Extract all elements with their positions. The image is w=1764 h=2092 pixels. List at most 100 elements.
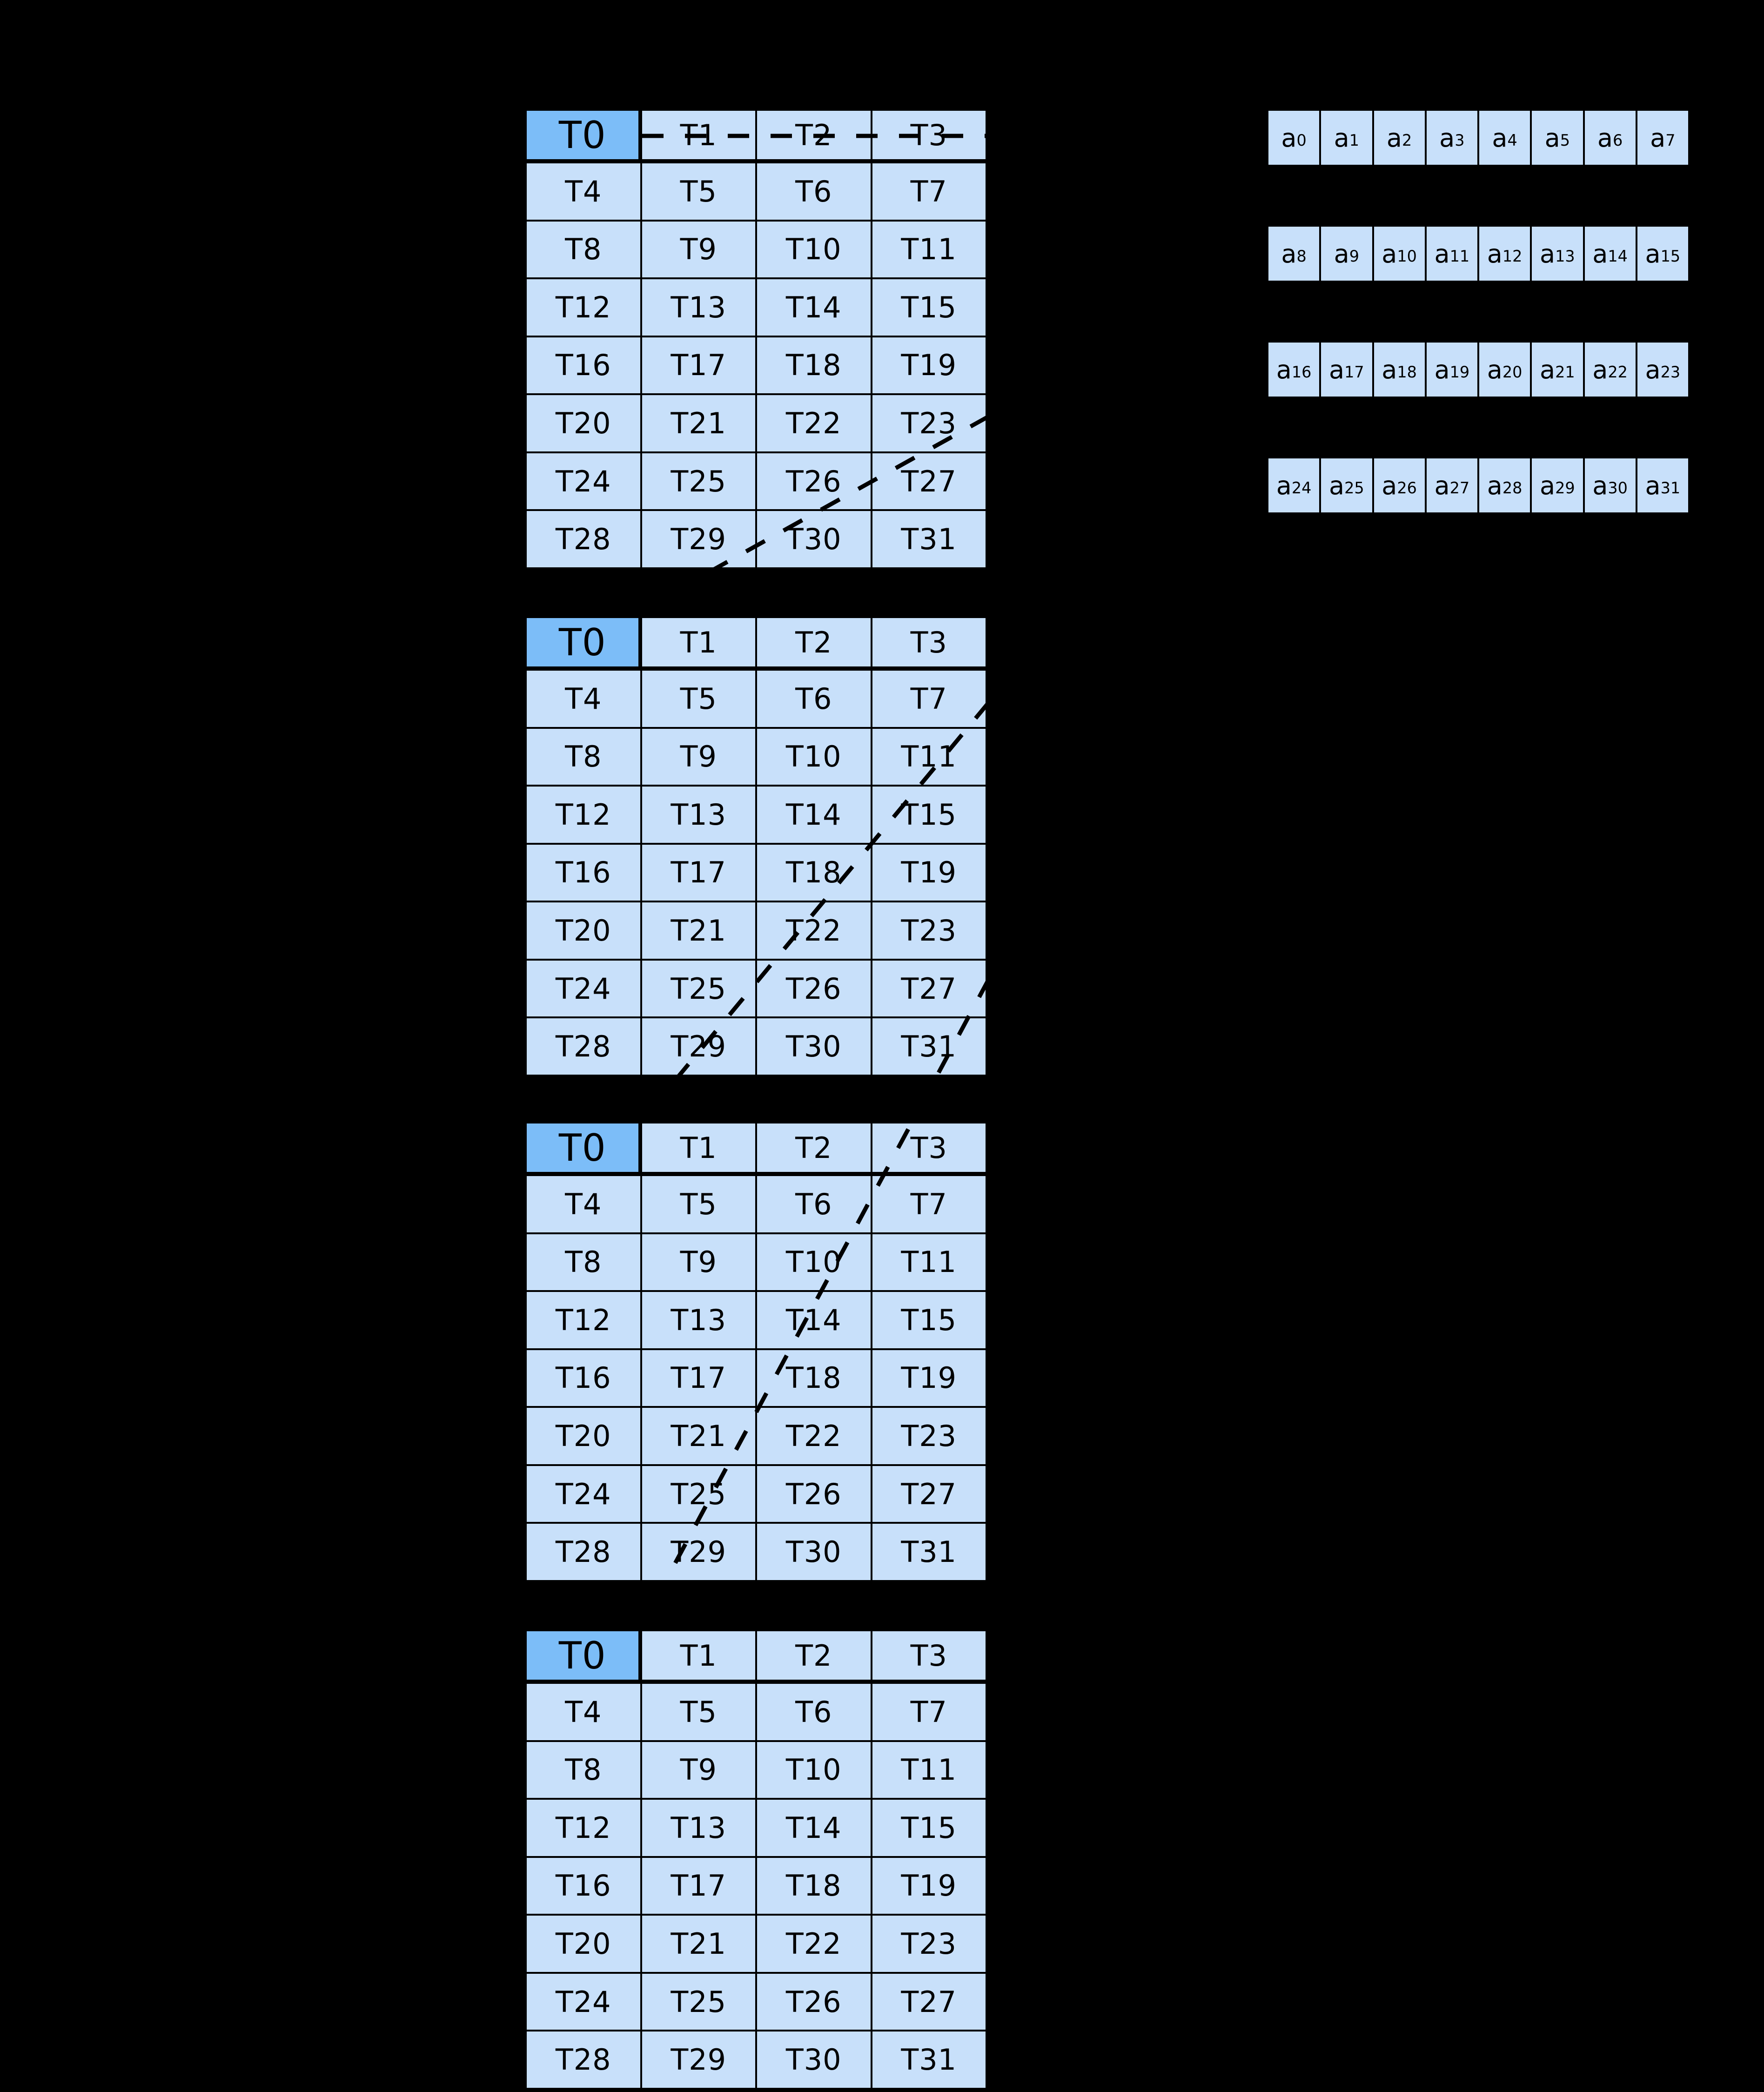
array-cell-a29: a 29 — [1531, 457, 1584, 513]
thread-cell-t29: T29 — [641, 1523, 756, 1581]
thread-cell-t19: T19 — [871, 336, 986, 395]
thread-cell-t30: T30 — [756, 1523, 872, 1581]
thread-cell-t12: T12 — [526, 786, 641, 844]
thread-cell-t1: T1 — [641, 1630, 756, 1683]
thread-cell-t28: T28 — [526, 2031, 641, 2089]
array-cell-a18: a 18 — [1373, 342, 1426, 397]
thread-cell-t7: T7 — [871, 1683, 986, 1741]
value-array-2: a 8 a 9 a 10 a 11 a 12 a 13 a 14 a 15 — [1266, 224, 1690, 283]
thread-cell-t13: T13 — [641, 278, 756, 336]
array-cell-base: a — [1540, 471, 1556, 500]
thread-cell-t23: T23 — [871, 1407, 986, 1465]
array-cell-base: a — [1276, 471, 1292, 500]
value-array-4: a 24 a 25 a 26 a 27 a 28 a 29 a 30 a 31 — [1266, 456, 1690, 515]
thread-cell-t7: T7 — [871, 162, 986, 221]
thread-cell-t25: T25 — [641, 959, 756, 1018]
thread-cell-t17: T17 — [641, 1349, 756, 1407]
array-cell-a19: a 19 — [1425, 342, 1478, 397]
thread-cell-t21: T21 — [641, 394, 756, 452]
thread-cell-t13: T13 — [641, 786, 756, 844]
thread-cell-t20: T20 — [526, 1915, 641, 1973]
array-cell-base: a — [1487, 355, 1502, 384]
thread-cell-t27: T27 — [871, 452, 986, 511]
thread-cell-t5: T5 — [641, 670, 756, 728]
thread-cell-t31: T31 — [871, 510, 986, 568]
thread-cell-t25: T25 — [641, 452, 756, 511]
thread-cell-t4: T4 — [526, 1683, 641, 1741]
array-cell-base: a — [1540, 355, 1556, 384]
thread-cell-t31: T31 — [871, 1017, 986, 1076]
thread-cell-t17: T17 — [641, 336, 756, 395]
thread-cell-t11: T11 — [871, 727, 986, 786]
thread-cell-t0-highlight: T0 — [526, 1123, 641, 1175]
thread-cell-t2: T2 — [756, 1630, 872, 1683]
thread-table-2: T0 T1 T2 T3 T4 T5 T6 T7 T8 T9 T10 T11 T12 T13 T14 T15 T1… — [524, 615, 988, 1077]
thread-table-1: T0 T1 T2 T3 T4 T5 T6 T7 T8 T9 T10 T11 T12 T13 T14 T15 T1… — [524, 108, 988, 570]
thread-cell-t23: T23 — [871, 1915, 986, 1973]
array-cell-base: a — [1645, 239, 1661, 269]
array-cell-base: a — [1434, 355, 1450, 384]
thread-cell-t2: T2 — [756, 110, 872, 162]
thread-cell-t6: T6 — [756, 162, 872, 221]
thread-cell-t22: T22 — [756, 1407, 872, 1465]
thread-cell-t18: T18 — [756, 843, 872, 902]
thread-cell-t27: T27 — [871, 1465, 986, 1523]
thread-cell-t20: T20 — [526, 901, 641, 960]
array-cell-base: a — [1592, 355, 1608, 384]
thread-cell-t31: T31 — [871, 2031, 986, 2089]
thread-cell-t30: T30 — [756, 1017, 872, 1076]
thread-cell-t13: T13 — [641, 1291, 756, 1349]
thread-cell-t21: T21 — [641, 1407, 756, 1465]
array-cell-base: a — [1382, 239, 1397, 269]
array-cell-base: a — [1645, 355, 1661, 384]
thread-cell-t3: T3 — [871, 1630, 986, 1683]
array-cell-a25: a 25 — [1320, 457, 1373, 513]
thread-cell-t4: T4 — [526, 670, 641, 728]
thread-cell-t30: T30 — [756, 2031, 872, 2089]
thread-cell-t21: T21 — [641, 901, 756, 960]
thread-cell-t17: T17 — [641, 1857, 756, 1915]
thread-cell-t10: T10 — [756, 727, 872, 786]
array-cell-a27: a 27 — [1425, 457, 1478, 513]
array-cell-a14: a 14 — [1583, 226, 1637, 282]
array-cell-a16: a 16 — [1268, 342, 1321, 397]
thread-cell-t29: T29 — [641, 2031, 756, 2089]
array-cell-a21: a 21 — [1531, 342, 1584, 397]
array-cell-a20: a 20 — [1478, 342, 1531, 397]
thread-cell-t16: T16 — [526, 1349, 641, 1407]
thread-cell-t15: T15 — [871, 786, 986, 844]
thread-cell-t24: T24 — [526, 959, 641, 1018]
array-cell-base: a — [1592, 239, 1608, 269]
array-cell-a26: a 26 — [1373, 457, 1426, 513]
thread-cell-t19: T19 — [871, 1857, 986, 1915]
thread-cell-t17: T17 — [641, 843, 756, 902]
array-cell-base: a — [1334, 123, 1349, 153]
thread-cell-t5: T5 — [641, 162, 756, 221]
array-cell-a24: a 24 — [1268, 457, 1321, 513]
thread-cell-t16: T16 — [526, 1857, 641, 1915]
thread-cell-t6: T6 — [756, 670, 872, 728]
thread-table-3: T0 T1 T2 T3 T4 T5 T6 T7 T8 T9 T10 T11 T12 T13 T14 T15 T1… — [524, 1121, 988, 1583]
array-cell-base: a — [1487, 471, 1502, 500]
thread-cell-t12: T12 — [526, 1799, 641, 1857]
thread-cell-t9: T9 — [641, 727, 756, 786]
thread-cell-t9: T9 — [641, 1741, 756, 1799]
array-cell-a11: a 11 — [1425, 226, 1478, 282]
thread-cell-t12: T12 — [526, 1291, 641, 1349]
thread-cell-t7: T7 — [871, 1175, 986, 1233]
array-cell-a17: a 17 — [1320, 342, 1373, 397]
thread-cell-t22: T22 — [756, 1915, 872, 1973]
array-cell-a12: a 12 — [1478, 226, 1531, 282]
thread-cell-t1: T1 — [641, 1123, 756, 1175]
thread-cell-t28: T28 — [526, 1017, 641, 1076]
thread-cell-t6: T6 — [756, 1175, 872, 1233]
thread-cell-t10: T10 — [756, 1741, 872, 1799]
thread-cell-t14: T14 — [756, 278, 872, 336]
array-cell-a15: a 15 — [1636, 226, 1689, 282]
